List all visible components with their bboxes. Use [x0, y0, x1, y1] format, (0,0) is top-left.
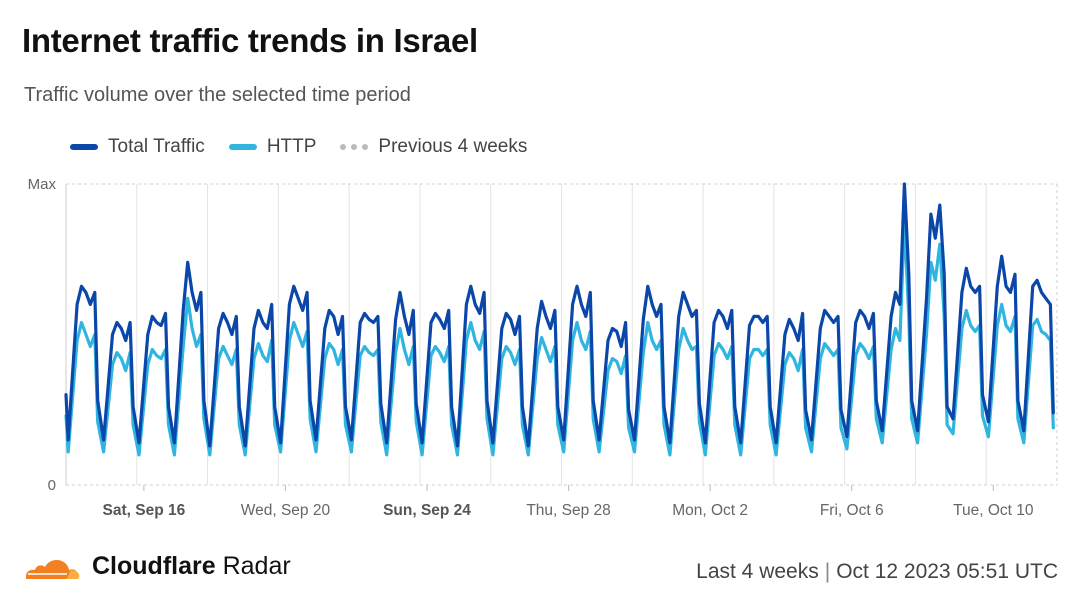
brand-product: Radar	[222, 552, 291, 580]
legend-swatch-http	[228, 144, 257, 150]
legend-label-http: HTTP	[266, 136, 317, 157]
period-label: Last 4 weeks	[696, 560, 819, 583]
chart-legend: Total Traffic HTTP Previous 4 weeks	[70, 136, 551, 158]
legend-swatch-previous-4-weeks	[340, 144, 369, 150]
traffic-line-chart: Max 0 Sat, Sep 16 Wed, Sep 20 Sun, Sep 24 Thu…	[28, 176, 1058, 519]
cloudflare-cloud-icon	[26, 559, 80, 579]
x-tick-label: Sun, Sep 24	[383, 502, 471, 519]
legend-label-previous-4-weeks: Previous 4 weeks	[378, 136, 528, 157]
x-tick-label: Tue, Oct 10	[953, 502, 1034, 519]
y-tick-label-max: Max	[28, 176, 57, 193]
x-tick-label: Mon, Oct 2	[672, 502, 748, 519]
legend-item-previous-4-weeks[interactable]: Previous 4 weeks	[340, 136, 527, 158]
page-subtitle: Traffic volume over the selected time pe…	[24, 84, 411, 106]
x-tick-label: Sat, Sep 16	[103, 502, 186, 519]
legend-label-total-traffic: Total Traffic	[108, 136, 205, 157]
legend-item-total-traffic[interactable]: Total Traffic	[70, 136, 205, 158]
x-tick-label: Thu, Sep 28	[526, 502, 610, 519]
legend-item-http[interactable]: HTTP	[228, 136, 317, 158]
page-title: Internet traffic trends in Israel	[22, 22, 478, 59]
legend-swatch-total-traffic	[70, 144, 98, 150]
cloudflare-radar-logo: Cloudflare Radar	[22, 552, 291, 581]
footer-separator: |	[824, 560, 831, 583]
series-line-total-traffic	[64, 182, 1055, 448]
x-tick-label: Fri, Oct 6	[820, 502, 884, 519]
x-tick-label: Wed, Sep 20	[241, 502, 331, 519]
timestamp-label: Oct 12 2023 05:51 UTC	[836, 560, 1058, 583]
footer-meta: Last 4 weeks | Oct 12 2023 05:51 UTC	[696, 560, 1058, 584]
brand-name: Cloudflare	[92, 552, 216, 580]
series-line-http	[64, 218, 1055, 457]
y-tick-label-zero: 0	[48, 477, 56, 494]
